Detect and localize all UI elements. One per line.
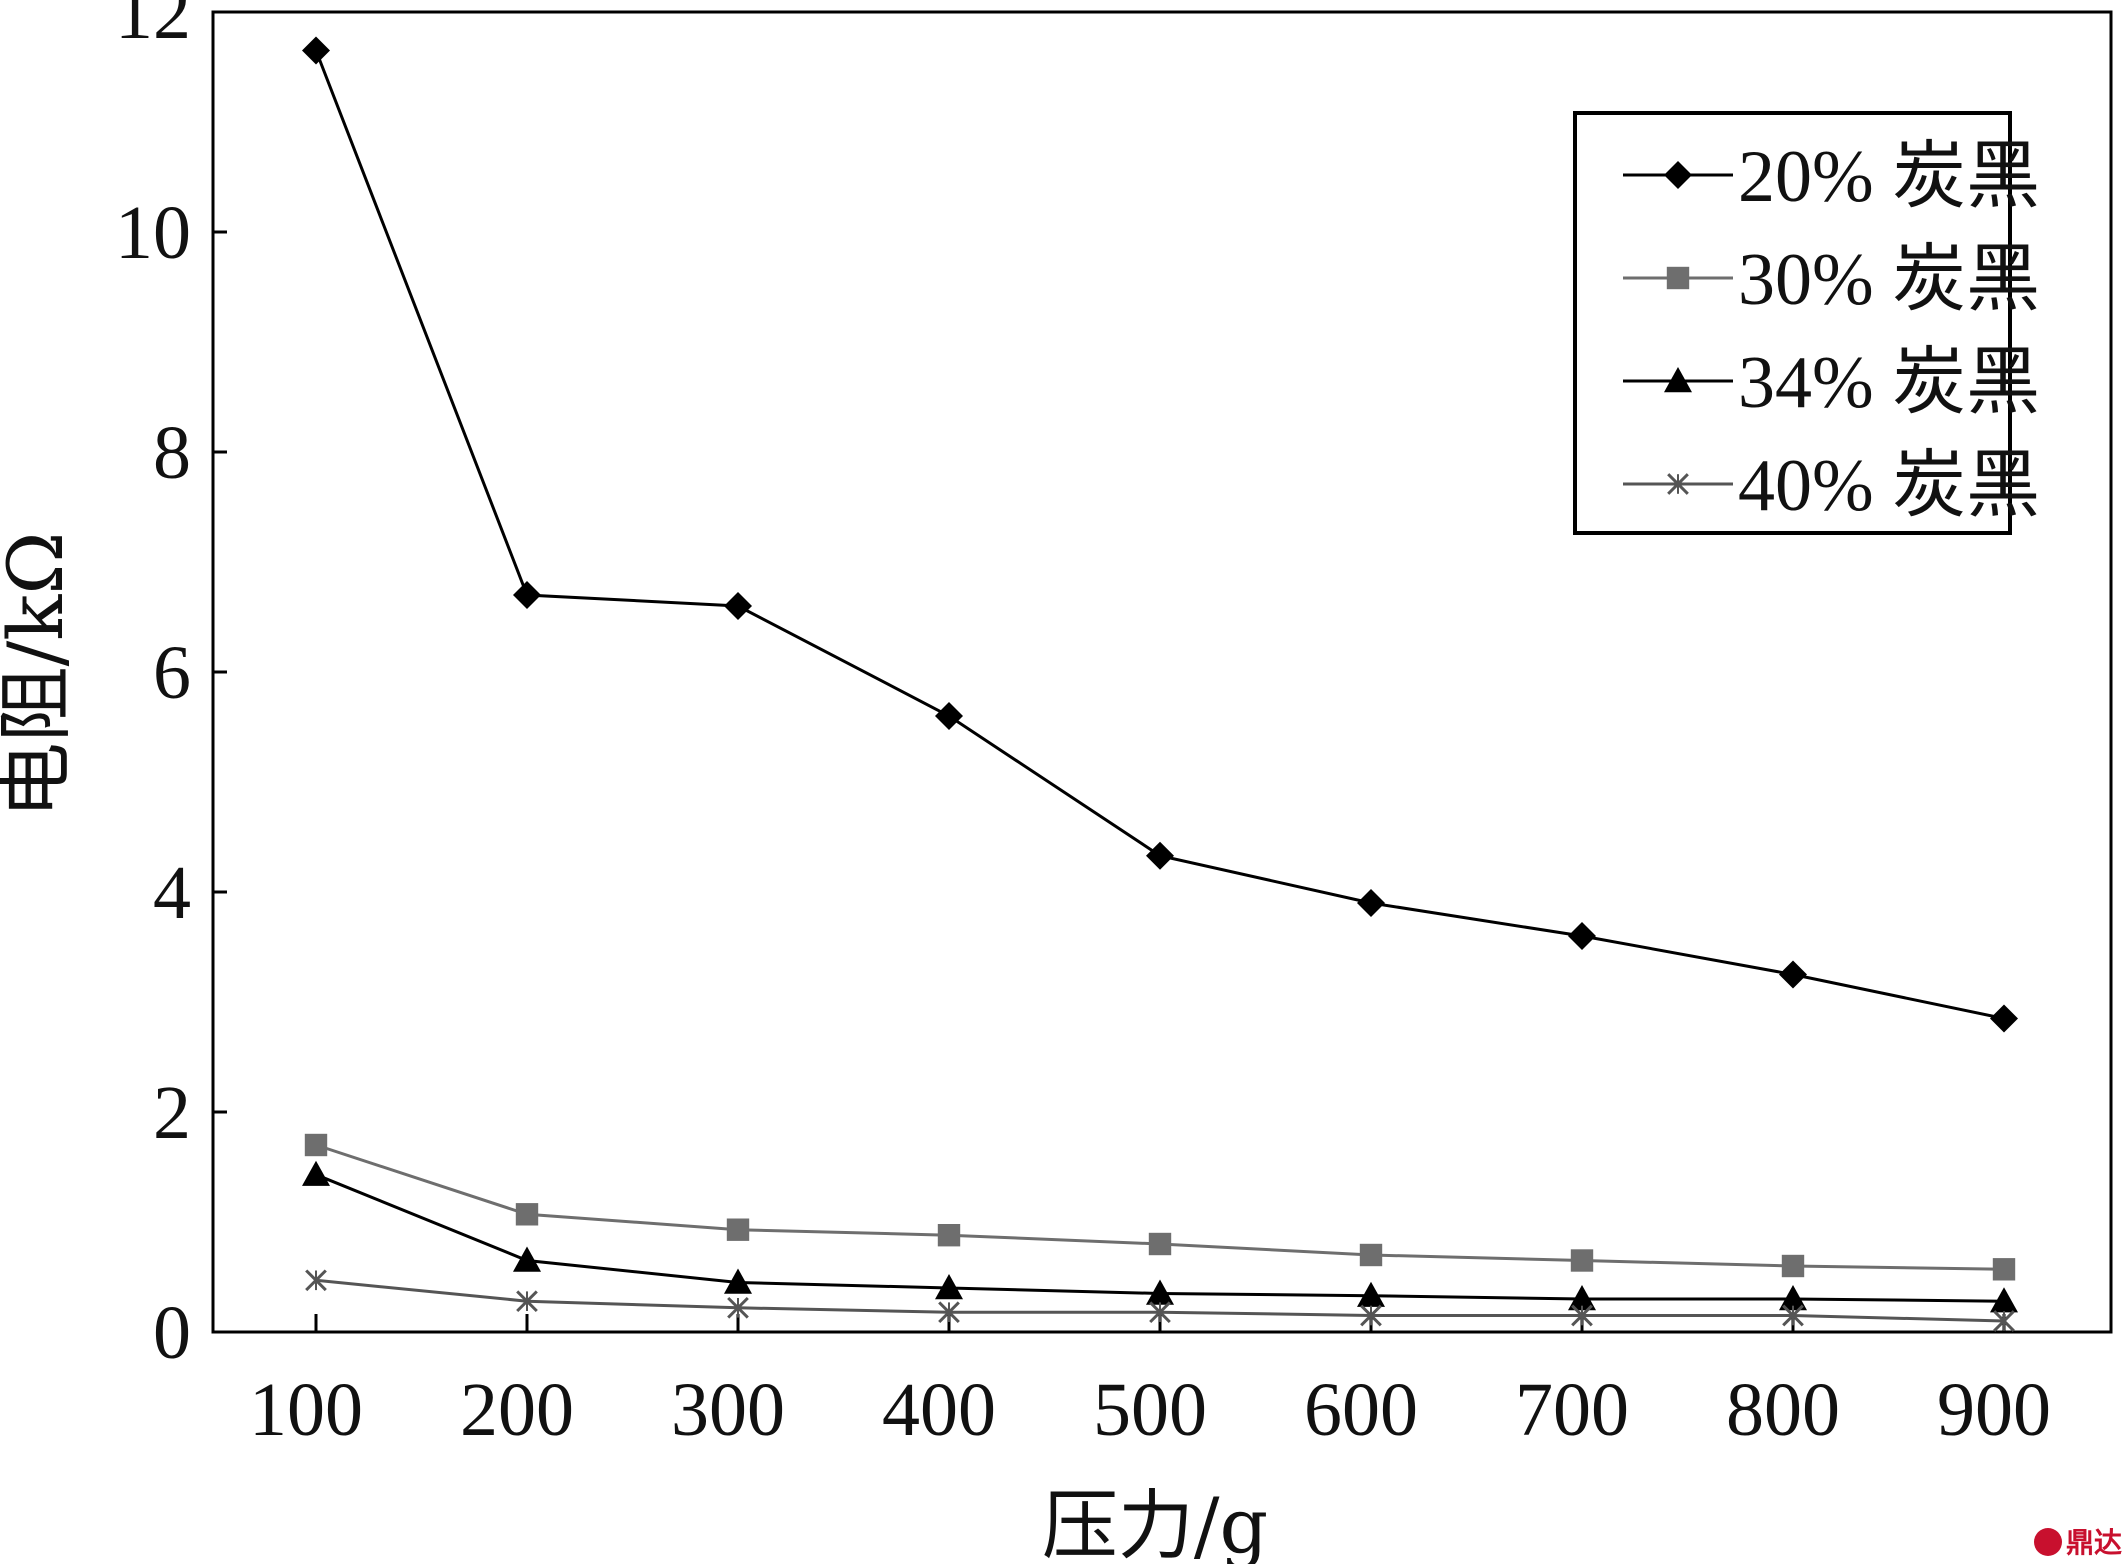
data-point bbox=[1666, 266, 1690, 290]
legend-item: 20% 炭黑 bbox=[1623, 136, 2040, 218]
data-point bbox=[513, 581, 541, 609]
legend-item: 40% 炭黑 bbox=[1623, 445, 2040, 527]
x-axis: 100 200 300 400 500 600 700 800 900 bbox=[249, 1314, 2051, 1452]
x-axis-title: 压力/g bbox=[1042, 1481, 1268, 1564]
x-tick-label: 300 bbox=[671, 1368, 785, 1452]
series-2 bbox=[304, 1133, 2016, 1281]
data-point bbox=[1571, 1304, 1593, 1327]
legend-box bbox=[1573, 111, 2012, 535]
data-point bbox=[1568, 1285, 1596, 1311]
x-tick-label: 800 bbox=[1726, 1368, 1840, 1452]
legend-label: 20% 炭黑 bbox=[1738, 136, 2040, 218]
data-point bbox=[937, 1224, 961, 1247]
legend-label: 30% 炭黑 bbox=[1738, 239, 2040, 321]
data-point bbox=[1779, 1285, 1807, 1311]
y-axis: 0 2 4 6 8 10 12 bbox=[115, 0, 227, 1375]
data-point bbox=[513, 1246, 541, 1272]
data-point bbox=[935, 1274, 963, 1300]
y-tick-label: 2 bbox=[153, 1071, 191, 1155]
watermark: 鼎达信 bbox=[2034, 1526, 2122, 1559]
data-point bbox=[1992, 1258, 2016, 1281]
data-point bbox=[1360, 1304, 1382, 1327]
data-point bbox=[727, 1296, 749, 1319]
series-layer bbox=[302, 36, 2018, 1332]
legend-item: 30% 炭黑 bbox=[1623, 239, 2040, 321]
x-tick-label: 600 bbox=[1304, 1368, 1418, 1452]
data-point bbox=[1667, 473, 1689, 495]
data-point bbox=[1781, 1254, 1805, 1278]
x-tick-label: 100 bbox=[249, 1368, 363, 1452]
data-point bbox=[724, 592, 752, 620]
series-4 bbox=[305, 1269, 2015, 1332]
data-point bbox=[1357, 1281, 1385, 1307]
y-axis-title: 电阻/kΩ bbox=[0, 532, 80, 819]
legend: 20% 炭黑 30% 炭黑 34% 炭黑 40% 炭黑 bbox=[1573, 111, 2040, 535]
data-point bbox=[1782, 1304, 1804, 1327]
data-point bbox=[302, 36, 330, 65]
data-point bbox=[938, 1301, 960, 1324]
data-point bbox=[1664, 161, 1692, 189]
data-point bbox=[1149, 1301, 1171, 1324]
legend-label: 40% 炭黑 bbox=[1738, 445, 2040, 527]
watermark-text: 鼎达信 bbox=[2066, 1526, 2122, 1559]
data-point bbox=[1570, 1249, 1594, 1272]
data-point bbox=[1146, 1279, 1174, 1305]
data-point bbox=[1568, 922, 1596, 950]
data-point bbox=[1146, 841, 1174, 870]
data-point bbox=[726, 1218, 750, 1241]
y-tick-label: 12 bbox=[115, 0, 191, 55]
data-point bbox=[1148, 1232, 1172, 1256]
legend-label: 34% 炭黑 bbox=[1738, 342, 2040, 424]
data-point bbox=[305, 1269, 327, 1292]
data-point bbox=[935, 702, 963, 730]
data-point bbox=[1990, 1004, 2018, 1033]
x-tick-label: 400 bbox=[882, 1368, 996, 1452]
data-point bbox=[302, 1160, 330, 1186]
y-tick-label: 0 bbox=[153, 1291, 191, 1375]
x-tick-label: 200 bbox=[460, 1368, 574, 1452]
data-point bbox=[1779, 960, 1807, 989]
series-3 bbox=[302, 1160, 2018, 1313]
data-point bbox=[304, 1133, 328, 1157]
watermark-logo-icon bbox=[2034, 1528, 2062, 1556]
x-tick-label: 500 bbox=[1093, 1368, 1207, 1452]
x-tick-label: 900 bbox=[1937, 1368, 2051, 1452]
data-point bbox=[724, 1268, 752, 1294]
y-tick-label: 8 bbox=[153, 411, 191, 495]
legend-item: 34% 炭黑 bbox=[1623, 342, 2040, 424]
x-tick-label: 700 bbox=[1515, 1368, 1629, 1452]
data-point bbox=[1993, 1310, 2015, 1332]
data-point bbox=[1990, 1287, 2018, 1313]
y-tick-label: 4 bbox=[153, 851, 191, 935]
data-point bbox=[1359, 1243, 1383, 1267]
series-1 bbox=[302, 36, 2018, 1033]
data-point bbox=[1664, 367, 1692, 393]
y-tick-label: 6 bbox=[153, 631, 191, 715]
data-point bbox=[516, 1290, 538, 1313]
data-point bbox=[1357, 889, 1385, 917]
data-point bbox=[515, 1203, 539, 1226]
y-tick-label: 10 bbox=[115, 191, 191, 275]
